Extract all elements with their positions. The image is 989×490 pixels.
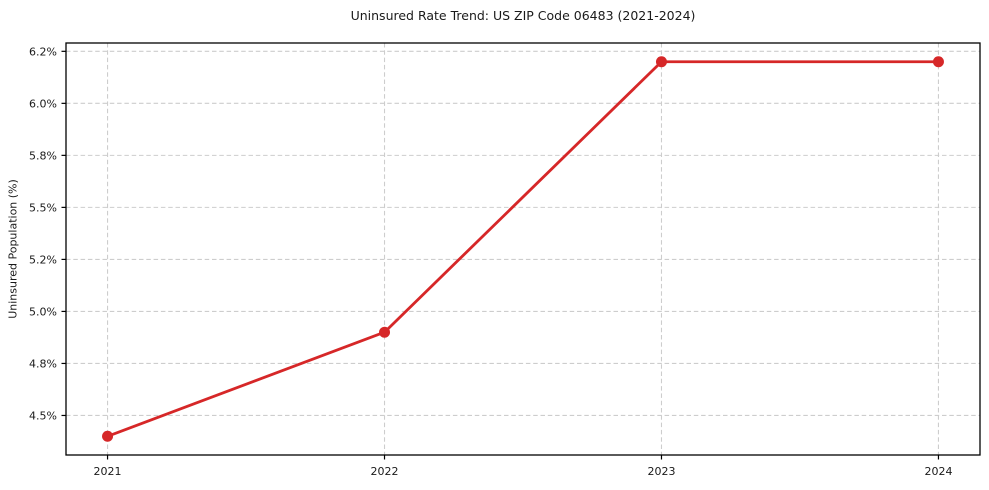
x-tick-label: 2024 (924, 465, 952, 478)
y-tick-label: 5.0% (29, 305, 57, 318)
y-axis-label: Uninsured Population (%) (6, 179, 20, 319)
y-tick-label: 4.8% (29, 357, 57, 370)
chart-title: Uninsured Rate Trend: US ZIP Code 06483 … (350, 8, 696, 23)
y-tick-label: 6.0% (29, 97, 57, 110)
y-tick-label: 4.5% (29, 409, 57, 422)
y-tick-label: 5.5% (29, 201, 57, 214)
x-tick-label: 2023 (647, 465, 675, 478)
data-point (655, 56, 667, 68)
y-tick-label: 6.2% (29, 45, 57, 58)
data-point (379, 326, 391, 338)
x-tick-label: 2021 (94, 465, 122, 478)
data-point (102, 430, 114, 442)
x-tick-label: 2022 (371, 465, 399, 478)
y-tick-label: 5.8% (29, 149, 57, 162)
trend-line (107, 60, 939, 438)
plot-background (66, 43, 980, 455)
data-point (932, 56, 944, 68)
axes-frame (65, 42, 981, 456)
y-tick-label: 5.2% (29, 253, 57, 266)
